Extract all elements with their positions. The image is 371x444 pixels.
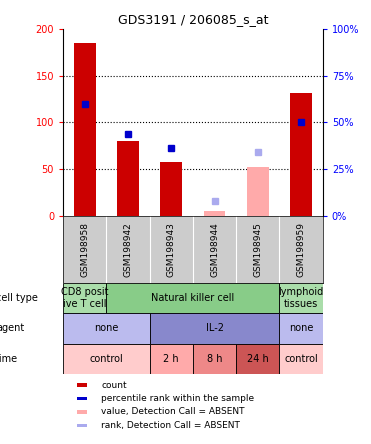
Text: lymphoid
tissues: lymphoid tissues (279, 287, 324, 309)
Text: GSM198958: GSM198958 (80, 222, 89, 277)
Text: control: control (284, 354, 318, 364)
Bar (290, 93, 312, 216)
Text: cell type: cell type (0, 293, 38, 303)
Text: GSM198959: GSM198959 (297, 222, 306, 277)
Text: rank, Detection Call = ABSENT: rank, Detection Call = ABSENT (101, 421, 240, 430)
Bar (63, 283, 106, 313)
Text: GSM198944: GSM198944 (210, 222, 219, 277)
Bar (193, 344, 236, 374)
Bar (63, 344, 150, 374)
Bar (117, 141, 139, 216)
Text: none: none (94, 324, 119, 333)
Text: time: time (0, 354, 18, 364)
Bar (279, 313, 323, 344)
Bar (77, 410, 87, 414)
Bar (247, 167, 269, 216)
Text: GSM198945: GSM198945 (253, 222, 262, 277)
Bar (279, 283, 323, 313)
Bar (106, 283, 279, 313)
Bar (236, 344, 279, 374)
Bar (150, 313, 279, 344)
Text: GSM198942: GSM198942 (124, 222, 132, 277)
Text: IL-2: IL-2 (206, 324, 224, 333)
Bar (77, 384, 87, 387)
Bar (204, 211, 226, 216)
Bar (77, 397, 87, 400)
Text: GSM198943: GSM198943 (167, 222, 176, 277)
Title: GDS3191 / 206085_s_at: GDS3191 / 206085_s_at (118, 13, 268, 26)
Bar (63, 313, 150, 344)
Text: Natural killer cell: Natural killer cell (151, 293, 234, 303)
Bar (74, 43, 96, 216)
Text: value, Detection Call = ABSENT: value, Detection Call = ABSENT (101, 408, 244, 416)
Text: 2 h: 2 h (164, 354, 179, 364)
Bar (161, 162, 182, 216)
Text: agent: agent (0, 324, 24, 333)
Text: count: count (101, 381, 127, 390)
Text: none: none (289, 324, 313, 333)
Text: 8 h: 8 h (207, 354, 222, 364)
Text: control: control (89, 354, 123, 364)
Text: percentile rank within the sample: percentile rank within the sample (101, 394, 254, 403)
Bar (77, 424, 87, 427)
Text: CD8 posit
ive T cell: CD8 posit ive T cell (61, 287, 108, 309)
Bar (150, 344, 193, 374)
Text: 24 h: 24 h (247, 354, 269, 364)
Bar (279, 344, 323, 374)
